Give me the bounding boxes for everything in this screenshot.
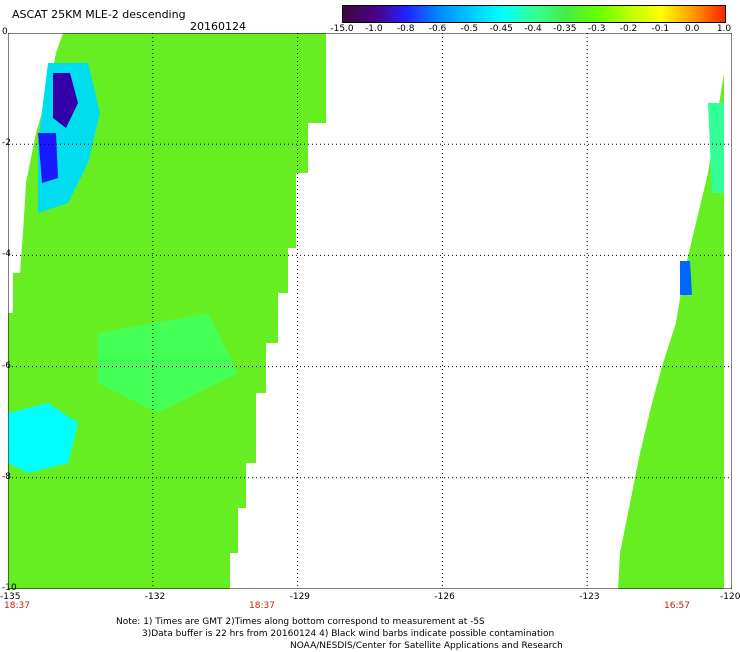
note-line-1: Note: 1) Times are GMT 2)Times along bot… <box>116 617 485 627</box>
right-swath <box>618 73 724 589</box>
color-scale-label: 1.0 <box>716 24 732 34</box>
longitude-tick-label: -132 <box>144 592 166 602</box>
blue-patch <box>38 133 58 183</box>
wind-map <box>8 33 732 589</box>
latitude-tick-label: -10 <box>2 583 17 593</box>
map-title: ASCAT 25KM MLE-2 descending <box>12 8 186 21</box>
longitude-tick-label: -123 <box>579 592 600 602</box>
color-scale-label: -0.45 <box>489 24 513 34</box>
longitude-tick-label: -126 <box>434 592 455 602</box>
color-scale-label: -0.35 <box>553 24 577 34</box>
color-scale-label: -0.2 <box>619 24 638 34</box>
left-swath <box>8 33 326 589</box>
longitude-tick-label: -135 <box>0 592 21 602</box>
latitude-tick-label: -2 <box>2 138 11 149</box>
green-patch <box>98 313 238 413</box>
color-scale-label: -0.8 <box>396 24 415 34</box>
longitude-tick-label: -129 <box>289 592 311 602</box>
low-value-patch <box>53 73 78 128</box>
color-scale-bar <box>342 5 726 23</box>
data-swaths <box>8 33 724 589</box>
note-line-2: 3)Data buffer is 22 hrs from 20160124 4)… <box>142 629 555 639</box>
latitude-tick-label: 0 <box>2 27 8 37</box>
time-label: 16:57 <box>664 601 690 611</box>
time-label: 18:37 <box>4 601 30 611</box>
latitude-tick-label: -8 <box>2 471 11 482</box>
note-line-3: NOAA/NESDIS/Center for Satellite Applica… <box>290 641 563 651</box>
time-label: 18:37 <box>249 601 275 611</box>
map-gridlines <box>8 33 732 589</box>
color-scale-label: -15.0 <box>330 24 354 34</box>
color-scale-label: -0.4 <box>524 24 542 34</box>
color-scale-label: -1.0 <box>365 24 383 34</box>
color-scale-label: -0.5 <box>460 24 479 34</box>
longitude-tick-label: -120 <box>720 592 740 602</box>
cyan-patch-south <box>8 403 78 473</box>
color-scale-labels: -15.0 -1.0 -0.8 -0.6 -0.5 -0.45 -0.4 -0.35 -0.3 -… <box>330 24 732 36</box>
latitude-tick-label: -6 <box>2 360 11 371</box>
map-date: 20160124 <box>190 20 246 33</box>
color-scale-label: 0.0 <box>684 24 700 34</box>
color-scale-label: -0.6 <box>428 24 447 34</box>
color-scale-label: -0.3 <box>587 24 606 34</box>
color-scale-label: -0.1 <box>651 24 670 34</box>
right-blue-patch <box>680 261 692 295</box>
latitude-tick-label: -4 <box>2 249 11 260</box>
right-cyan-strip <box>708 103 724 193</box>
